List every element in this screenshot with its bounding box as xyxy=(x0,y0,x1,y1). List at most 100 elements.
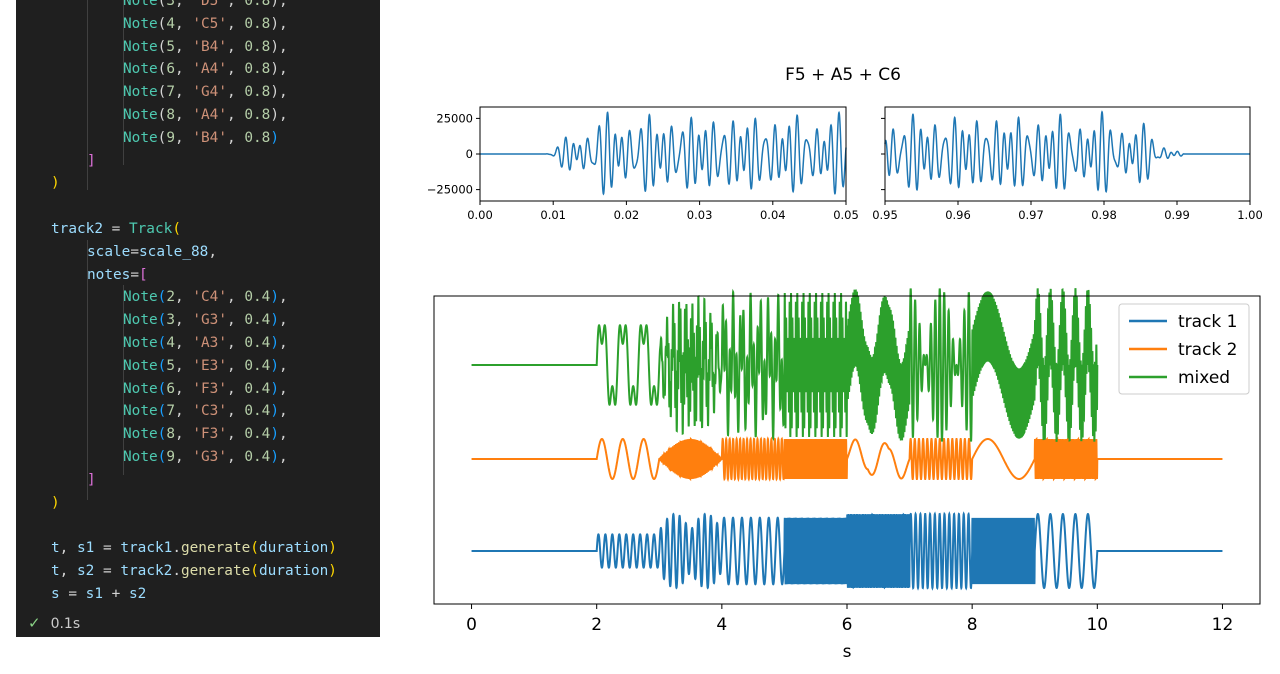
code-token: ), xyxy=(270,84,288,101)
code-token: 'D5' xyxy=(192,0,227,9)
code-token: 'A4' xyxy=(192,107,227,123)
code-token: , xyxy=(226,403,245,420)
code-token: , xyxy=(278,312,288,329)
code-line: t, s1 = track1.generate(duration) xyxy=(51,537,337,560)
code-token: s2 xyxy=(129,585,147,602)
code-token: , xyxy=(175,335,193,351)
code-token: ( xyxy=(157,289,167,306)
code-token: ( xyxy=(157,312,167,329)
code-token: , xyxy=(226,449,245,465)
code-token: scale_88 xyxy=(139,243,209,260)
code-line: Note(8, 'F3', 0.4), xyxy=(123,423,288,446)
code-token: ) xyxy=(270,289,279,306)
code-line: Note(5, 'B4', 0.8), xyxy=(123,36,288,59)
code-line: track2 = Track( xyxy=(51,218,181,241)
code-token: Note xyxy=(123,312,158,329)
code-token: = xyxy=(102,221,129,237)
top-right-panel xyxy=(884,106,1251,202)
code-line: Note(4, 'C5', 0.8), xyxy=(123,13,288,36)
code-token: t xyxy=(51,563,60,579)
code-token: 'C3' xyxy=(192,403,227,420)
code-token: Note xyxy=(123,0,158,9)
code-line: Note(6, 'F3', 0.4), xyxy=(123,378,288,401)
code-token: ) xyxy=(270,380,279,397)
code-token: 0.4 xyxy=(244,289,271,306)
code-token: ), xyxy=(270,107,288,123)
code-token: 'C5' xyxy=(192,15,227,32)
code-line: Note(6, 'A4', 0.8), xyxy=(123,58,288,81)
code-token: , xyxy=(278,449,288,465)
code-token: ), xyxy=(270,15,288,32)
series-line-mixed xyxy=(471,288,1099,442)
x-tick-label: 2 xyxy=(591,615,602,635)
top-left-panel xyxy=(479,106,847,202)
code-token: , xyxy=(208,243,217,260)
code-token: , xyxy=(59,540,77,557)
code-line: Note(7, 'G4', 0.8), xyxy=(123,81,288,104)
code-token: Note xyxy=(123,84,158,101)
code-token: 'F3' xyxy=(192,380,227,397)
code-token: ( xyxy=(157,84,167,101)
code-token: , xyxy=(226,38,245,55)
indent-guide xyxy=(87,240,88,500)
series-line-track-1 xyxy=(471,511,1223,591)
code-token: 'G3' xyxy=(192,449,227,465)
x-tick-label: 8 xyxy=(967,615,978,635)
bottom-chart: 0 2 4 6 8 10 12 s track 1 track 2 mixed xyxy=(433,288,1261,662)
code-token: 0.8 xyxy=(244,129,271,146)
code-token: 0.8 xyxy=(244,107,271,123)
x-tick-label: 0.02 xyxy=(614,208,640,222)
code-token: 'B4' xyxy=(192,38,227,55)
code-token: ( xyxy=(157,0,167,9)
code-token: generate xyxy=(180,563,251,579)
code-token: Note xyxy=(123,15,158,32)
code-token: 2 xyxy=(166,289,175,306)
code-token: 0.8 xyxy=(244,61,271,78)
x-tick-label: 0.99 xyxy=(1164,208,1190,222)
code-token: Note xyxy=(123,129,158,146)
code-token: 3 xyxy=(166,0,175,9)
x-tick-label: 0.05 xyxy=(833,208,859,222)
code-token: ( xyxy=(157,38,167,55)
code-token: , xyxy=(226,426,245,443)
code-token: 'C4' xyxy=(192,289,227,306)
code-token: 8 xyxy=(166,426,175,443)
code-token: ) xyxy=(51,494,60,511)
x-tick-label: 0.03 xyxy=(687,208,713,222)
code-token: s1 xyxy=(85,585,103,602)
code-token: 5 xyxy=(166,38,175,55)
code-token: , xyxy=(278,403,288,420)
code-token: ) xyxy=(270,426,279,443)
indent-guide xyxy=(123,285,124,475)
code-token: 6 xyxy=(166,380,175,397)
x-tick-label: 0.95 xyxy=(872,208,898,222)
code-token: track2 xyxy=(51,221,103,237)
code-token: Note xyxy=(123,357,158,374)
y-tick-label: 25000 xyxy=(436,111,473,125)
code-token: Note xyxy=(123,449,158,465)
code-token: ( xyxy=(157,357,167,374)
code-line: Note(4, 'A3', 0.4), xyxy=(123,332,288,355)
code-token: ( xyxy=(157,426,167,443)
plot-output: F5 + A5 + C6 0.00 0.01 0.02 0.03 0.04 0.05 250… xyxy=(380,0,1280,670)
code-token: ) xyxy=(270,403,279,420)
code-token: ) xyxy=(328,540,337,557)
code-token: = xyxy=(94,563,121,579)
code-token: s xyxy=(51,585,60,602)
code-line: ] xyxy=(87,469,96,492)
legend-label-track-1: track 1 xyxy=(1178,312,1237,332)
code-line: notes=[ xyxy=(87,264,148,287)
code-line: Note(3, 'G3', 0.4), xyxy=(123,309,288,332)
code-cell[interactable]: Note(3, 'D5', 0.8), Note(4, 'C5', 0.8), No… xyxy=(16,0,380,637)
code-token: , xyxy=(226,312,245,329)
code-token: , xyxy=(278,380,288,397)
chart-title: F5 + A5 + C6 xyxy=(785,65,901,85)
code-token: , xyxy=(226,335,245,351)
waveform-start-series xyxy=(480,110,847,196)
x-tick-label: 0.98 xyxy=(1091,208,1117,222)
code-token: ), xyxy=(270,0,288,9)
x-axis-label: s xyxy=(843,642,852,662)
code-token: . xyxy=(172,540,181,557)
code-line: ) xyxy=(51,492,60,515)
code-token: Note xyxy=(123,107,158,123)
